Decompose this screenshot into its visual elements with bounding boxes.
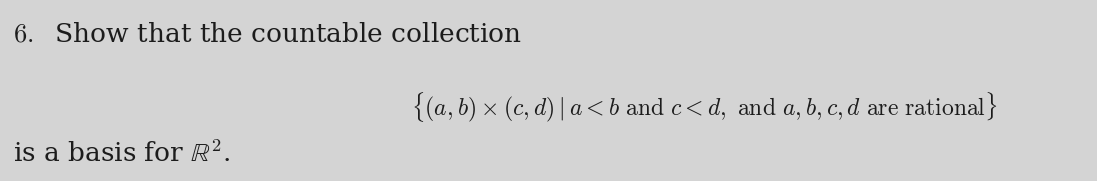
Text: $\{(a, b) \times (c, d) \mid a < b\ \mathrm{and}\ c < d\mathrm{,\ and\ } a, b, c: $\{(a, b) \times (c, d) \mid a < b\ \mat…	[411, 90, 998, 125]
Text: is a basis for $\mathbb{R}^2$.: is a basis for $\mathbb{R}^2$.	[13, 140, 230, 167]
Text: $\mathbf{6.}$  Show that the countable collection: $\mathbf{6.}$ Show that the countable co…	[13, 22, 522, 47]
